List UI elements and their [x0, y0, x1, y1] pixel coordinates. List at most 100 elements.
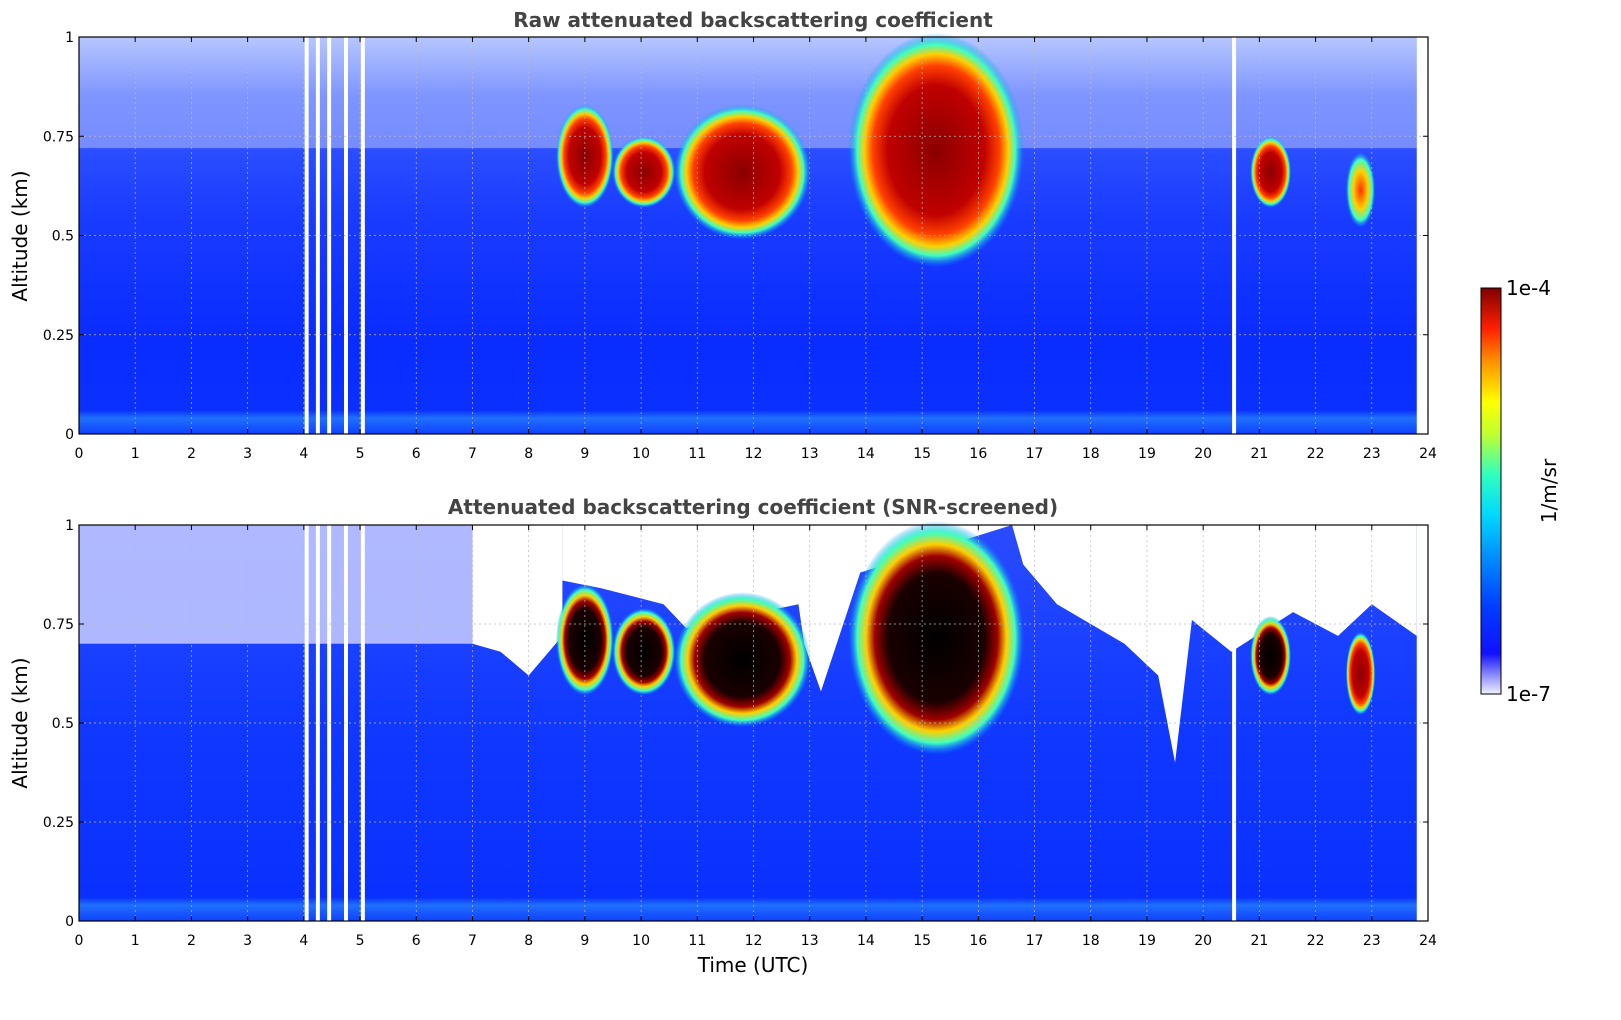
- x-tick-label: 12: [745, 933, 763, 949]
- x-tick-label: 15: [913, 446, 931, 462]
- y-tick-label: 0.75: [43, 129, 74, 145]
- data-gap: [315, 37, 320, 434]
- x-tick-label: 13: [801, 933, 819, 949]
- x-axis-ticks: 0 1 2 3 4 5 6 7 8 9 10 11 12 13 14 15 16 17 18 19 20 21 22 23 24: [75, 37, 1437, 462]
- cloud-feature: [556, 584, 614, 696]
- screened-backscatter-panel: Attenuated backscattering coefficient (S…: [8, 495, 1437, 977]
- y-tick-label: 0.5: [52, 229, 74, 245]
- cloud-feature: [1250, 136, 1292, 208]
- x-tick-label: 1: [131, 933, 140, 949]
- cloud-feature: [612, 608, 676, 696]
- x-tick-label: 10: [632, 446, 650, 462]
- x-tick-label: 20: [1194, 446, 1212, 462]
- x-tick-label: 4: [299, 446, 308, 462]
- x-tick-label: 7: [468, 933, 477, 949]
- x-tick-label: 7: [468, 446, 477, 462]
- colorbar-label: 1/m/sr: [1537, 458, 1561, 523]
- x-tick-label: 23: [1363, 446, 1381, 462]
- panel-title: Raw attenuated backscattering coefficien…: [513, 8, 993, 32]
- x-tick-label: 12: [745, 446, 763, 462]
- colorbar-max-label: 1e-4: [1506, 276, 1551, 300]
- x-tick-label: 6: [412, 446, 421, 462]
- x-tick-label: 8: [524, 933, 533, 949]
- x-tick-label: 21: [1250, 446, 1268, 462]
- x-tick-label: 17: [1026, 933, 1044, 949]
- y-axis-label: Altitude (km): [8, 170, 32, 301]
- x-tick-label: 6: [412, 933, 421, 949]
- colorbar: 1e-4 1e-7 1/m/sr: [1480, 276, 1561, 706]
- x-tick-label: 2: [187, 446, 196, 462]
- cloud-feature: [612, 136, 676, 208]
- y-axis-ticks: 0 0.25 0.5 0.75 1: [43, 518, 1428, 930]
- x-tick-label: 18: [1082, 446, 1100, 462]
- x-tick-label: 4: [299, 933, 308, 949]
- screened-mask: [562, 525, 1417, 763]
- x-tick-label: 16: [969, 933, 987, 949]
- x-tick-label: 9: [580, 446, 589, 462]
- x-tick-label: 20: [1194, 933, 1212, 949]
- x-tick-label: 18: [1082, 933, 1100, 949]
- x-tick-label: 16: [969, 446, 987, 462]
- heatmap-area: [79, 32, 1417, 434]
- y-tick-label: 0: [65, 914, 74, 930]
- y-tick-label: 0.25: [43, 328, 74, 344]
- y-tick-label: 0.75: [43, 617, 74, 633]
- cloud-feature: [556, 104, 614, 208]
- cloud-feature: [848, 32, 1025, 268]
- x-tick-label: 19: [1138, 933, 1156, 949]
- x-tick-label: 8: [524, 446, 533, 462]
- y-axis-label: Altitude (km): [8, 657, 32, 788]
- raw-backscatter-panel: Raw attenuated backscattering coefficien…: [8, 8, 1437, 462]
- x-tick-label: 11: [688, 933, 706, 949]
- x-tick-label: 2: [187, 933, 196, 949]
- cloud-feature: [674, 592, 811, 728]
- colorbar-min-label: 1e-7: [1506, 682, 1551, 706]
- x-tick-label: 15: [913, 933, 931, 949]
- x-axis-label: Time (UTC): [697, 953, 809, 977]
- x-tick-label: 23: [1363, 933, 1381, 949]
- data-gap: [360, 525, 365, 921]
- y-tick-label: 0.25: [43, 815, 74, 831]
- y-axis-ticks: 0 0.25 0.5 0.75 1: [43, 30, 1428, 443]
- x-tick-label: 5: [356, 446, 365, 462]
- x-tick-label: 0: [75, 446, 84, 462]
- x-tick-label: 24: [1419, 446, 1437, 462]
- x-tick-label: 22: [1307, 933, 1325, 949]
- cloud-feature: [1345, 631, 1376, 716]
- x-tick-label: 22: [1307, 446, 1325, 462]
- screened-mask: [472, 525, 563, 676]
- cloud-feature: [1345, 152, 1376, 228]
- y-tick-label: 1: [65, 518, 74, 534]
- x-tick-label: 14: [857, 933, 875, 949]
- sparse-noise-region: [79, 525, 473, 644]
- x-tick-label: 17: [1026, 446, 1044, 462]
- x-tick-label: 3: [243, 446, 252, 462]
- cloud-feature: [1250, 615, 1292, 696]
- x-tick-label: 14: [857, 446, 875, 462]
- colorbar-gradient: [1480, 287, 1502, 695]
- y-tick-label: 0.5: [52, 716, 74, 732]
- cloud-feature: [674, 104, 811, 240]
- data-gap: [304, 525, 309, 921]
- x-tick-label: 11: [688, 446, 706, 462]
- x-tick-label: 1: [131, 446, 140, 462]
- data-gap: [304, 37, 309, 434]
- x-tick-label: 19: [1138, 446, 1156, 462]
- panel-title: Attenuated backscattering coefficient (S…: [448, 495, 1058, 519]
- x-tick-label: 13: [801, 446, 819, 462]
- x-tick-label: 9: [580, 933, 589, 949]
- x-tick-label: 21: [1250, 933, 1268, 949]
- data-gap: [360, 37, 365, 434]
- x-tick-label: 3: [243, 933, 252, 949]
- cloud-feature: [848, 520, 1025, 755]
- y-tick-label: 0: [65, 427, 74, 443]
- x-tick-label: 5: [356, 933, 365, 949]
- x-tick-label: 0: [75, 933, 84, 949]
- x-tick-label: 24: [1419, 933, 1437, 949]
- x-axis-ticks: 0 1 2 3 4 5 6 7 8 9 10 11 12 13 14 15 16 17 18 19 20 21 22 23 24: [75, 525, 1437, 949]
- data-gap: [315, 525, 320, 921]
- heatmap-area: [79, 520, 1417, 921]
- y-tick-label: 1: [65, 30, 74, 46]
- x-tick-label: 10: [632, 933, 650, 949]
